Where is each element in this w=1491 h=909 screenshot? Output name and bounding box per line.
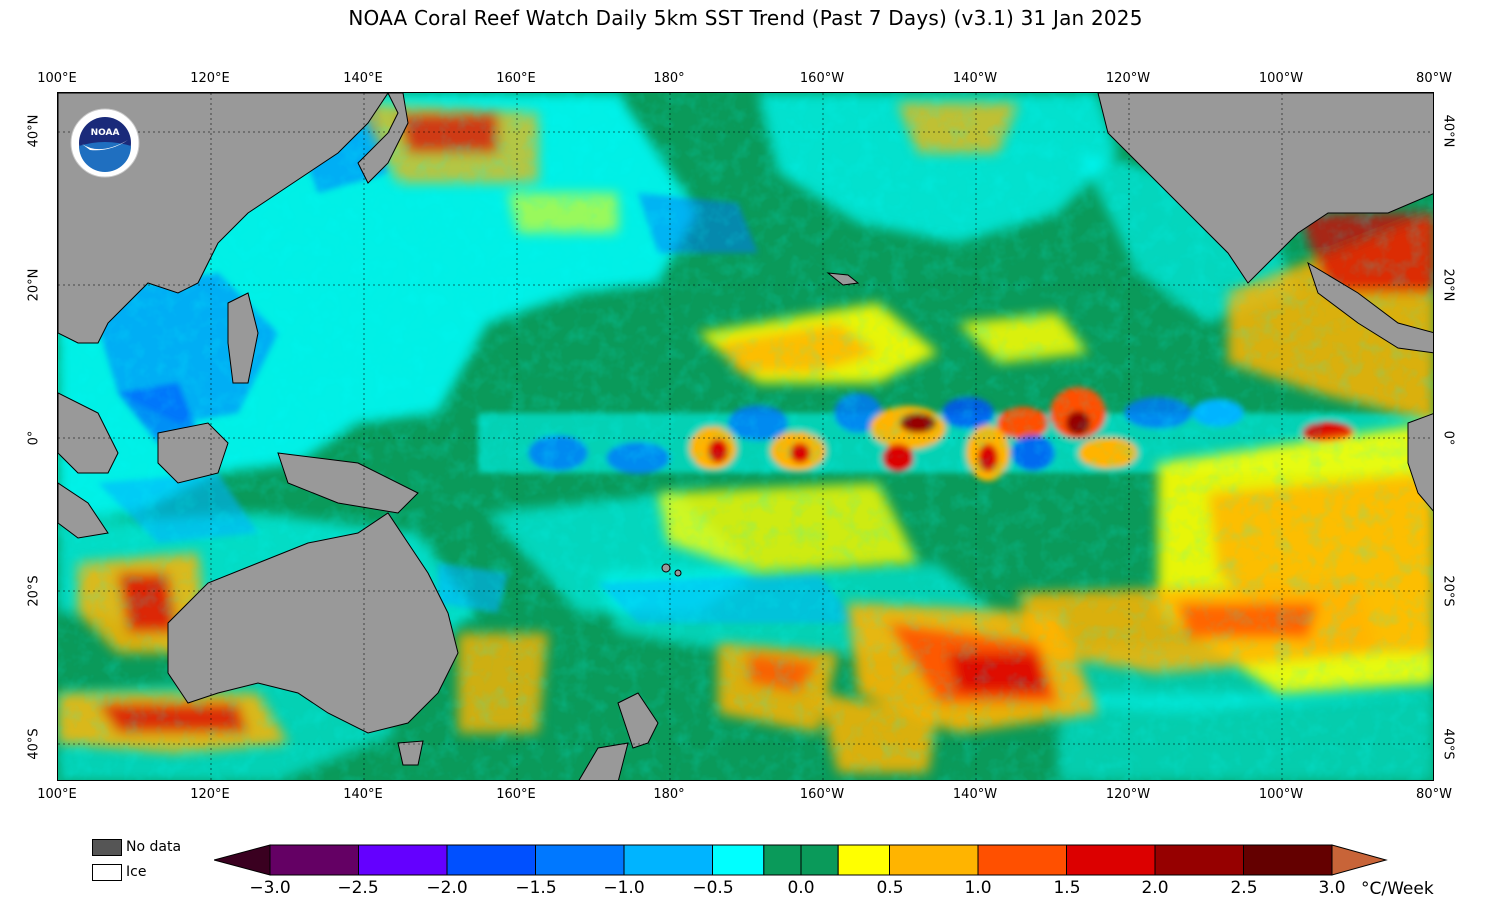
- colorbar-tick-label: −3.0: [249, 878, 291, 898]
- lon-tick-bottom: 140°W: [952, 787, 998, 802]
- land-masses: [58, 93, 1433, 780]
- lat-tick-left: 20°N: [26, 268, 42, 302]
- lat-tick-right: 20°N: [1440, 268, 1456, 302]
- lon-tick-top: 120°E: [190, 71, 230, 86]
- lon-tick-top: 100°W: [1258, 71, 1304, 86]
- colorbar-tick-label: −1.0: [603, 878, 645, 898]
- lat-tick-left: 40°N: [26, 114, 42, 148]
- nz-north-island-land: [617, 692, 659, 749]
- colorbar-tick-label: 2.0: [1141, 878, 1169, 898]
- hawaii-land: [826, 272, 860, 286]
- lon-tick-bottom: 160°W: [799, 787, 845, 802]
- colorbar-tick-label: 1.5: [1053, 878, 1081, 898]
- lon-tick-top: 140°W: [952, 71, 998, 86]
- borneo-land: [157, 422, 229, 484]
- lon-tick-top: 160°E: [496, 71, 536, 86]
- philippines-land: [227, 292, 259, 384]
- lon-tick-top: 140°E: [343, 71, 383, 86]
- lon-tick-bottom: 140°E: [343, 787, 383, 802]
- no-data-swatch: [92, 839, 122, 856]
- lon-tick-top: 80°W: [1416, 71, 1452, 86]
- ice-swatch: [92, 864, 122, 881]
- malay-peninsula-land: [58, 392, 119, 474]
- colorbar: [214, 844, 1388, 876]
- noaa-logo: NOAA: [70, 108, 140, 178]
- island: [661, 563, 671, 573]
- colorbar-tick-label: 1.0: [964, 878, 992, 898]
- colorbar-under-triangle: [214, 844, 271, 876]
- lat-tick-left: 20°S: [26, 575, 42, 607]
- colorbar-cell: [269, 844, 359, 876]
- lat-tick-right: 20°S: [1440, 575, 1456, 607]
- map-title: NOAA Coral Reef Watch Daily 5km SST Tren…: [348, 6, 1143, 30]
- colorbar-tick-label: 2.5: [1230, 878, 1258, 898]
- colorbar-cell: [763, 844, 802, 876]
- new-guinea-land: [277, 452, 419, 514]
- lon-tick-top: 180°: [653, 71, 685, 86]
- lon-tick-bottom: 160°E: [496, 787, 536, 802]
- nz-south-island-land: [578, 742, 629, 780]
- colorbar-tick-label: −2.5: [337, 878, 379, 898]
- lat-tick-left: 40°S: [26, 728, 42, 760]
- lon-tick-bottom: 180°: [653, 787, 685, 802]
- lon-tick-bottom: 120°W: [1105, 787, 1151, 802]
- map-canvas: [58, 93, 1433, 780]
- colorbar-cell: [977, 844, 1067, 876]
- colorbar-cell: [1066, 844, 1156, 876]
- colorbar-cell: [535, 844, 625, 876]
- colorbar-cell: [446, 844, 536, 876]
- colorbar-unit: °C/Week: [1361, 879, 1434, 899]
- lon-tick-top: 120°W: [1105, 71, 1151, 86]
- lon-tick-top: 160°W: [799, 71, 845, 86]
- asia-land: [58, 93, 389, 344]
- lon-tick-bottom: 80°W: [1416, 787, 1452, 802]
- lat-tick-right: 40°N: [1440, 114, 1456, 148]
- colorbar-cell: [358, 844, 448, 876]
- lon-tick-top: 100°E: [37, 71, 77, 86]
- lon-tick-bottom: 100°W: [1258, 787, 1304, 802]
- ice-label: Ice: [126, 864, 147, 880]
- island: [674, 569, 682, 577]
- colorbar-cell: [800, 844, 839, 876]
- central-america-land: [1307, 261, 1433, 354]
- lat-tick-right: 0°: [1440, 430, 1456, 446]
- lat-tick-right: 40°S: [1440, 728, 1456, 760]
- tasmania-land: [397, 740, 424, 766]
- colorbar-cell: [889, 844, 979, 876]
- colorbar-tick-label: 0.0: [787, 878, 815, 898]
- colorbar-cell: [623, 844, 713, 876]
- colorbar-cell: [837, 844, 890, 876]
- colorbar-over-triangle: [1331, 844, 1388, 876]
- australia-land: [167, 512, 459, 734]
- colorbar-tick-label: −1.5: [515, 878, 557, 898]
- north-america-land: [1097, 93, 1433, 284]
- sst-trend-map: [57, 92, 1434, 781]
- lon-tick-bottom: 100°E: [37, 787, 77, 802]
- japan-land: [357, 93, 409, 184]
- colorbar-cell: [712, 844, 765, 876]
- colorbar-tick-label: −0.5: [692, 878, 734, 898]
- colorbar-cell: [1154, 844, 1244, 876]
- no-data-label: No data: [126, 839, 182, 855]
- colorbar-tick-label: 3.0: [1318, 878, 1346, 898]
- colorbar-cell: [1243, 844, 1333, 876]
- colorbar-tick-label: −2.0: [426, 878, 468, 898]
- sumatra-land: [58, 482, 109, 539]
- colorbar-tick-label: 0.5: [876, 878, 904, 898]
- lat-tick-left: 0°: [26, 430, 42, 446]
- noaa-logo-text: NOAA: [91, 128, 120, 138]
- lon-tick-bottom: 120°E: [190, 787, 230, 802]
